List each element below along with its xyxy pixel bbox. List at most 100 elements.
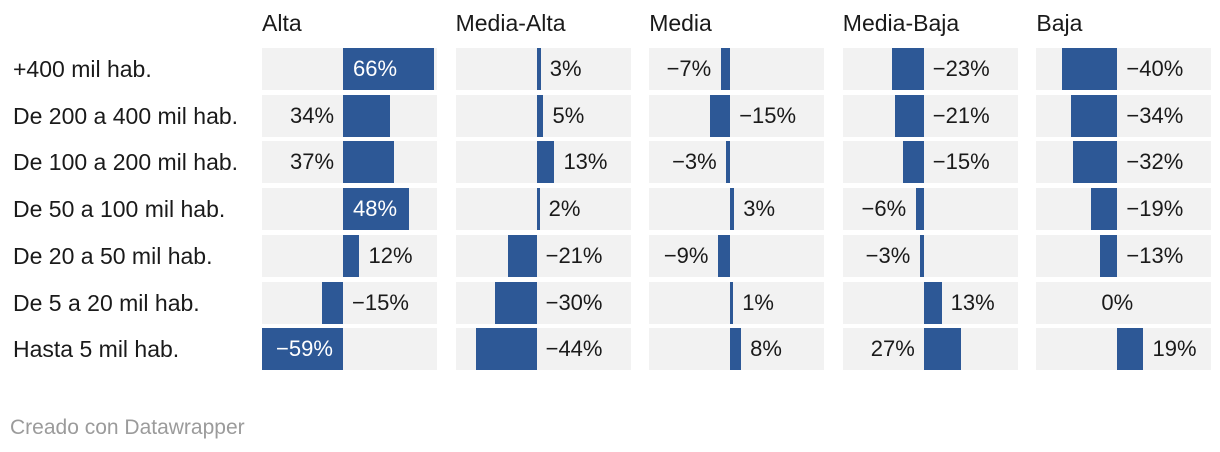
chart-cell: −34% bbox=[1036, 94, 1212, 137]
chart-cell: 48% bbox=[262, 188, 437, 231]
chart-cell: −3% bbox=[649, 141, 825, 184]
chart-cell: −15% bbox=[649, 94, 825, 137]
value-label: 2% bbox=[548, 196, 581, 222]
value-label: −21% bbox=[932, 102, 990, 128]
row-label: De 200 a 400 mil hab. bbox=[13, 102, 239, 129]
value-label: 34% bbox=[290, 102, 335, 128]
value-label: −6% bbox=[861, 196, 907, 222]
bar bbox=[903, 141, 924, 184]
bar bbox=[343, 48, 434, 90]
column-header-media: Media bbox=[649, 10, 712, 36]
chart-cell: −15% bbox=[842, 141, 1018, 184]
chart-cell: 27% bbox=[842, 328, 1018, 371]
value-label: 0% bbox=[1101, 289, 1134, 315]
bar bbox=[717, 234, 731, 277]
attribution-text: Creado con Datawrapper bbox=[10, 416, 245, 439]
value-label: −15% bbox=[352, 289, 409, 315]
bar bbox=[894, 94, 924, 137]
bar bbox=[322, 281, 343, 324]
chart-cell: 66% bbox=[262, 48, 437, 90]
bar bbox=[1117, 328, 1144, 371]
bar bbox=[343, 141, 394, 184]
chart-cell: −9% bbox=[649, 234, 825, 277]
bar bbox=[507, 234, 537, 277]
bar bbox=[1099, 234, 1118, 277]
bar bbox=[1062, 48, 1118, 90]
chart-cell: −30% bbox=[455, 281, 631, 324]
value-label: 12% bbox=[368, 242, 413, 268]
value-label: −15% bbox=[739, 102, 797, 128]
column-header-media-baja: Media-Baja bbox=[842, 10, 960, 36]
chart-cell: −40% bbox=[1036, 48, 1212, 90]
chart-cell: 19% bbox=[1036, 328, 1212, 371]
column-header-media-alta: Media-Alta bbox=[455, 10, 566, 36]
bar bbox=[709, 94, 731, 137]
value-label: −7% bbox=[666, 56, 712, 81]
bar bbox=[1070, 94, 1118, 137]
value-label: −34% bbox=[1126, 102, 1184, 128]
chart-cell: 34% bbox=[262, 94, 437, 137]
value-label: −44% bbox=[545, 336, 603, 362]
chart-cell: −13% bbox=[1036, 234, 1212, 277]
value-label: 1% bbox=[742, 289, 774, 315]
row-label: De 5 a 20 mil hab. bbox=[13, 289, 200, 316]
chart-cell: 0% bbox=[1036, 281, 1212, 324]
chart-cell: −44% bbox=[455, 328, 631, 371]
value-label: −30% bbox=[545, 289, 603, 315]
value-label: −59% bbox=[276, 336, 333, 362]
bar bbox=[495, 281, 537, 324]
bar bbox=[343, 94, 390, 137]
chart-cell: −7% bbox=[649, 48, 825, 90]
value-label: 3% bbox=[549, 56, 582, 81]
chart-cell: −59% bbox=[262, 328, 437, 371]
chart-cell: −19% bbox=[1036, 188, 1212, 231]
bar bbox=[536, 94, 544, 137]
value-label: 8% bbox=[750, 336, 782, 362]
value-label: −3% bbox=[672, 149, 717, 175]
chart-cell: 1% bbox=[649, 281, 825, 324]
chart-cell: −3% bbox=[842, 234, 1018, 277]
value-label: 5% bbox=[552, 102, 585, 128]
value-label: −40% bbox=[1126, 56, 1184, 81]
value-label: −13% bbox=[1126, 242, 1184, 268]
bar bbox=[476, 328, 537, 371]
column-header-alta: Alta bbox=[262, 10, 302, 36]
bar bbox=[536, 48, 541, 90]
value-label: −21% bbox=[545, 242, 603, 268]
row-label: Hasta 5 mil hab. bbox=[13, 336, 180, 363]
bar bbox=[726, 141, 731, 184]
value-label: −3% bbox=[865, 242, 911, 268]
bar bbox=[1091, 188, 1118, 231]
chart-cell: −32% bbox=[1036, 141, 1212, 184]
bar bbox=[1073, 141, 1118, 184]
value-label: 19% bbox=[1152, 336, 1197, 362]
chart-cell: 3% bbox=[649, 188, 825, 231]
value-label: 48% bbox=[353, 196, 398, 222]
chart-cell: −6% bbox=[842, 188, 1018, 231]
value-label: −9% bbox=[663, 242, 709, 268]
chart-cell: −15% bbox=[262, 281, 437, 324]
value-label: 3% bbox=[743, 196, 776, 222]
chart-cell: 37% bbox=[262, 141, 437, 184]
bar bbox=[730, 188, 735, 231]
chart-cell: 2% bbox=[455, 188, 631, 231]
chart-cell: 13% bbox=[842, 281, 1018, 324]
row-label: De 100 a 200 mil hab. bbox=[13, 149, 239, 176]
bar bbox=[536, 188, 540, 231]
column-header-baja: Baja bbox=[1036, 10, 1083, 36]
bar bbox=[915, 188, 924, 231]
bar bbox=[919, 234, 924, 277]
bar bbox=[892, 48, 924, 90]
row-label: De 20 a 50 mil hab. bbox=[13, 242, 213, 269]
value-label: −19% bbox=[1126, 196, 1184, 222]
bar bbox=[536, 141, 555, 184]
bar bbox=[730, 328, 742, 371]
chart-cell: 8% bbox=[649, 328, 825, 371]
chart-cell: −23% bbox=[842, 48, 1018, 90]
value-label: −23% bbox=[932, 56, 990, 81]
bar bbox=[730, 281, 734, 324]
row-label: De 50 a 100 mil hab. bbox=[13, 196, 226, 223]
chart-cell: 13% bbox=[455, 141, 631, 184]
bar bbox=[720, 48, 731, 90]
